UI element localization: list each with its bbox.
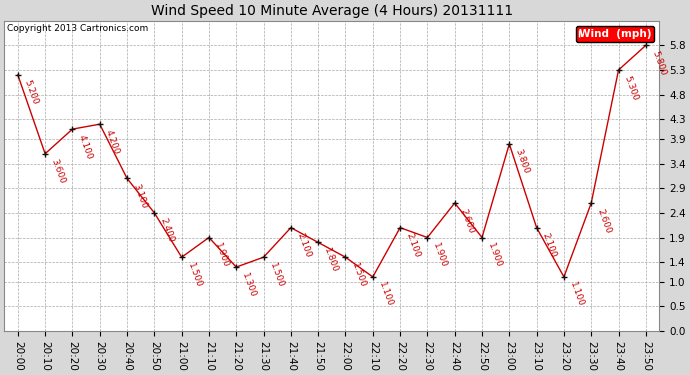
Text: 2.100: 2.100 [404,232,422,259]
Legend: Wind  (mph): Wind (mph) [575,26,654,42]
Text: 3.100: 3.100 [131,183,148,210]
Text: Copyright 2013 Cartronics.com: Copyright 2013 Cartronics.com [8,24,148,33]
Text: 1.900: 1.900 [431,242,449,269]
Text: 3.600: 3.600 [49,158,67,185]
Text: 5.300: 5.300 [622,74,640,102]
Text: 4.200: 4.200 [104,128,121,156]
Text: 1.500: 1.500 [186,261,203,289]
Text: 1.300: 1.300 [240,271,258,298]
Text: 2.100: 2.100 [295,232,313,259]
Text: 4.100: 4.100 [77,133,94,160]
Text: 1.800: 1.800 [322,247,339,274]
Text: 1.500: 1.500 [350,261,367,289]
Text: 1.100: 1.100 [377,281,394,309]
Text: 2.600: 2.600 [595,207,613,234]
Text: 2.100: 2.100 [541,232,558,259]
Text: 1.500: 1.500 [268,261,285,289]
Text: 2.400: 2.400 [159,217,176,244]
Text: 1.900: 1.900 [213,242,230,269]
Text: 5.800: 5.800 [650,50,667,77]
Text: 5.200: 5.200 [22,79,39,106]
Text: 1.100: 1.100 [568,281,585,309]
Title: Wind Speed 10 Minute Average (4 Hours) 20131111: Wind Speed 10 Minute Average (4 Hours) 2… [150,4,513,18]
Text: 3.800: 3.800 [513,148,531,176]
Text: 1.900: 1.900 [486,242,504,269]
Text: 2.600: 2.600 [459,207,476,234]
